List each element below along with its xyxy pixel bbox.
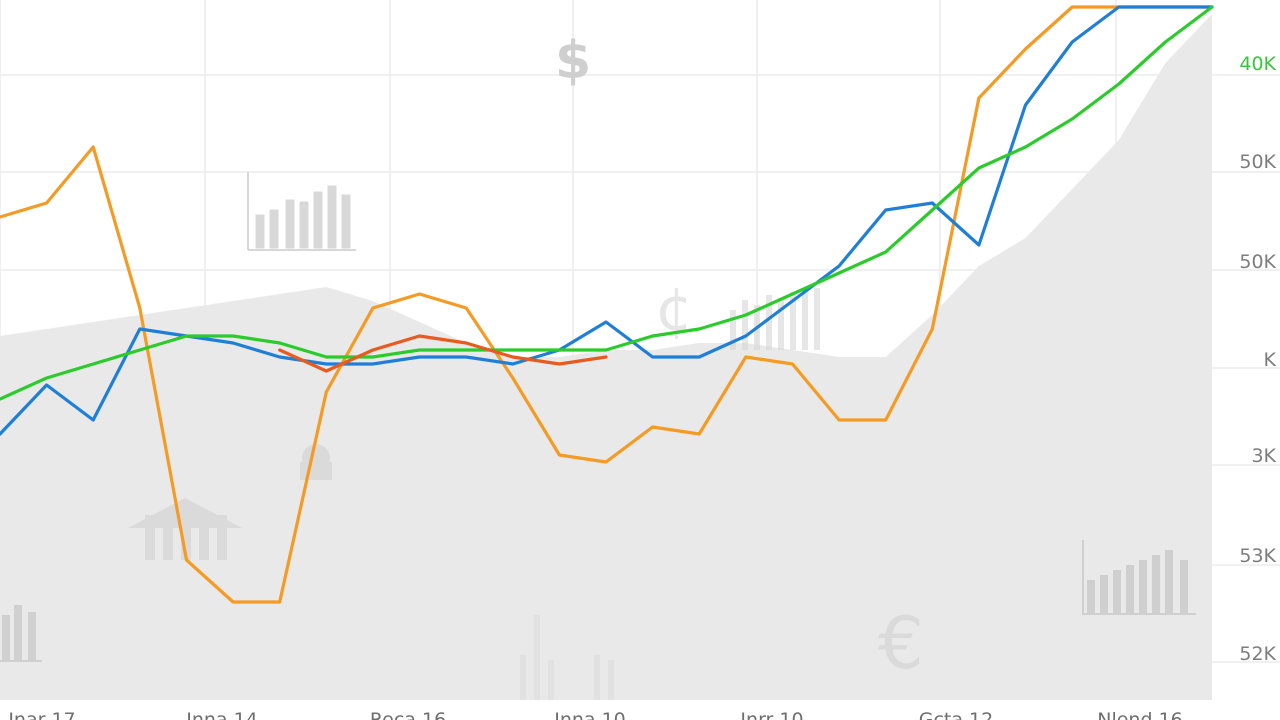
series-line-4: [278, 334, 608, 373]
bar-chart-right-watermark-icon: [1082, 540, 1196, 615]
x-axis-ticks: Jnar 17 Inna 14 Reca 16 Inna 10 Jnrr 10 Gcta …: [7, 709, 1182, 720]
series-line-1: [0, 5, 1214, 604]
dollar-watermark-icon: $: [555, 31, 591, 91]
euro-watermark-icon: €: [878, 601, 924, 685]
x-tick-label: Inna 14: [186, 709, 258, 720]
bottom-bars-watermark-icon: [520, 615, 614, 700]
y-tick-label: 3K: [1251, 445, 1276, 467]
y-tick-label: K: [1264, 349, 1277, 371]
y-tick-label: 40K: [1239, 53, 1276, 75]
series-line-3: [0, 5, 1214, 401]
x-tick-label: Inna 10: [554, 709, 626, 720]
y-tick-label: 50K: [1239, 251, 1276, 273]
x-tick-label: Gcta 12: [919, 709, 993, 720]
bar-chart-watermark-icon: [247, 172, 356, 251]
x-tick-label: Reca 16: [370, 709, 446, 720]
y-tick-label: 52K: [1239, 643, 1276, 665]
small-bars-left-watermark-icon: [0, 605, 42, 662]
bar-chart-center-watermark-icon: [730, 288, 820, 350]
x-tick-label: Jnrr 10: [739, 709, 803, 720]
series-layer: [0, 5, 1214, 604]
y-tick-label: 50K: [1239, 151, 1276, 173]
series-line-2: [0, 5, 1214, 436]
bank-watermark-icon: [128, 498, 242, 560]
x-tick-label: Nlend 16: [1097, 709, 1183, 720]
x-tick-label: Jnar 17: [7, 709, 75, 720]
y-tick-label: 53K: [1239, 545, 1276, 567]
y-axis-ticks: 40K 50K 50K K 3K 53K 52K: [1239, 53, 1276, 665]
